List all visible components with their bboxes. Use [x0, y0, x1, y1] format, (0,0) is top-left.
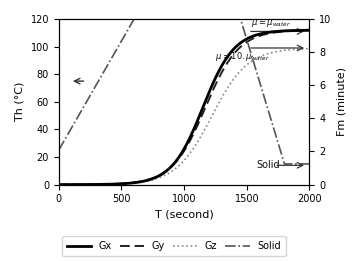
X-axis label: T (second): T (second) [155, 210, 214, 220]
Text: $\mu = \mu_{water}$: $\mu = \mu_{water}$ [251, 18, 291, 29]
Text: Solid: Solid [257, 160, 281, 170]
Text: $\mu = 10.\mu_{water}$: $\mu = 10.\mu_{water}$ [215, 50, 270, 63]
Y-axis label: Th (°C): Th (°C) [15, 82, 25, 122]
Legend: Gx, Gy, Gz, Solid: Gx, Gy, Gz, Solid [62, 236, 286, 256]
Y-axis label: Fm (minute): Fm (minute) [337, 67, 347, 136]
